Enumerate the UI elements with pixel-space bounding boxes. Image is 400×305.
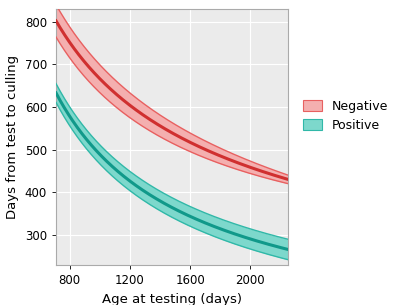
X-axis label: Age at testing (days): Age at testing (days) — [102, 293, 242, 305]
Y-axis label: Days from test to culling: Days from test to culling — [6, 55, 19, 219]
Legend: Negative, Positive: Negative, Positive — [300, 97, 390, 135]
